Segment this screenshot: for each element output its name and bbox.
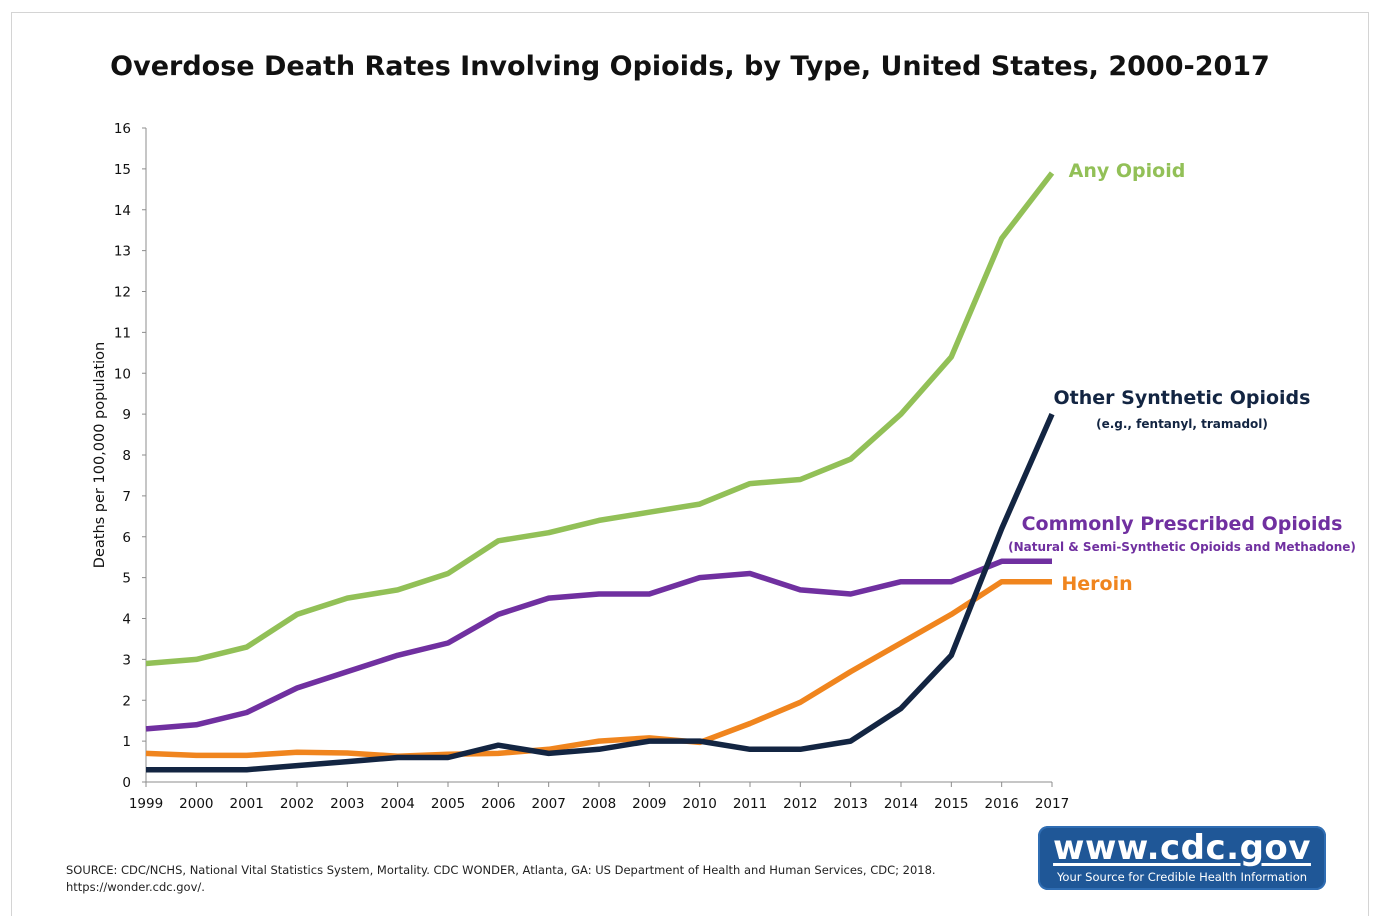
y-tick-label: 3 xyxy=(122,652,131,668)
x-tick-label: 1999 xyxy=(129,796,163,812)
series-label: Heroin xyxy=(1061,573,1132,595)
y-tick-label: 8 xyxy=(122,448,131,464)
y-tick-label: 4 xyxy=(122,612,131,628)
x-tick-label: 2002 xyxy=(280,796,314,812)
cdc-tagline: Your Source for Credible Health Informat… xyxy=(1056,870,1308,884)
cdc-url[interactable]: www.cdc.gov xyxy=(1053,828,1311,868)
y-tick-label: 12 xyxy=(114,285,131,301)
source-line-2[interactable]: https://wonder.cdc.gov/. xyxy=(66,880,205,894)
series-labels: Any Opioid Other Synthetic Opioids (e.g., … xyxy=(1008,160,1356,595)
series-label: Other Synthetic Opioids xyxy=(1054,387,1311,409)
y-tick-label: 15 xyxy=(114,162,131,178)
series-line xyxy=(145,558,1052,732)
x-tick-label: 2014 xyxy=(884,796,918,812)
y-tick-label: 5 xyxy=(122,571,131,587)
y-tick-label: 10 xyxy=(114,366,131,382)
chart-title: Overdose Death Rates Involving Opioids, … xyxy=(110,51,1270,82)
x-tick-label: 2007 xyxy=(531,796,565,812)
y-tick-label: 9 xyxy=(122,407,131,423)
source-line-1: SOURCE: CDC/NCHS, National Vital Statist… xyxy=(66,863,936,877)
x-tick-label: 2016 xyxy=(984,796,1018,812)
series-label: Any Opioid xyxy=(1069,160,1186,182)
y-tick-label: 7 xyxy=(122,489,131,505)
x-tick-label: 2009 xyxy=(632,796,666,812)
x-tick-label: 2004 xyxy=(380,796,414,812)
x-tick-label: 2017 xyxy=(1035,796,1069,812)
x-tick-label: 2012 xyxy=(783,796,817,812)
x-tick-label: 2015 xyxy=(934,796,968,812)
x-tick-label: 2000 xyxy=(179,796,213,812)
y-tick-label: 6 xyxy=(122,530,131,546)
y-tick-label: 16 xyxy=(114,121,131,137)
x-tick-label: 2003 xyxy=(330,796,364,812)
y-axis-label: Deaths per 100,000 population xyxy=(92,342,108,568)
series-line xyxy=(145,171,1055,667)
source-note: SOURCE: CDC/NCHS, National Vital Statist… xyxy=(66,862,936,896)
y-tick-label: 2 xyxy=(122,693,131,709)
series-sublabel: (Natural & Semi-Synthetic Opioids and Me… xyxy=(1008,540,1356,554)
x-tick-label: 2005 xyxy=(431,796,465,812)
x-tick-label: 2010 xyxy=(682,796,716,812)
x-tick-label: 2011 xyxy=(733,796,767,812)
y-tick-label: 11 xyxy=(114,325,131,341)
series-lines xyxy=(145,171,1055,773)
series-line xyxy=(145,578,1052,759)
y-tick-label: 0 xyxy=(122,775,131,791)
x-tick-label: 2001 xyxy=(229,796,263,812)
cdc-logo-badge[interactable]: www.cdc.gov Your Source for Credible Hea… xyxy=(1038,826,1326,890)
chart-frame xyxy=(11,12,1369,916)
series-line xyxy=(146,412,1055,773)
series-sublabel: (e.g., fentanyl, tramadol) xyxy=(1096,417,1268,431)
y-tick-label: 13 xyxy=(114,244,131,260)
series-label: Commonly Prescribed Opioids xyxy=(1022,513,1343,535)
x-tick-label: 2006 xyxy=(481,796,515,812)
y-tick-label: 1 xyxy=(122,734,131,750)
y-tick-label: 14 xyxy=(114,203,131,219)
x-tick-label: 2013 xyxy=(833,796,867,812)
x-tick-label: 2008 xyxy=(582,796,616,812)
